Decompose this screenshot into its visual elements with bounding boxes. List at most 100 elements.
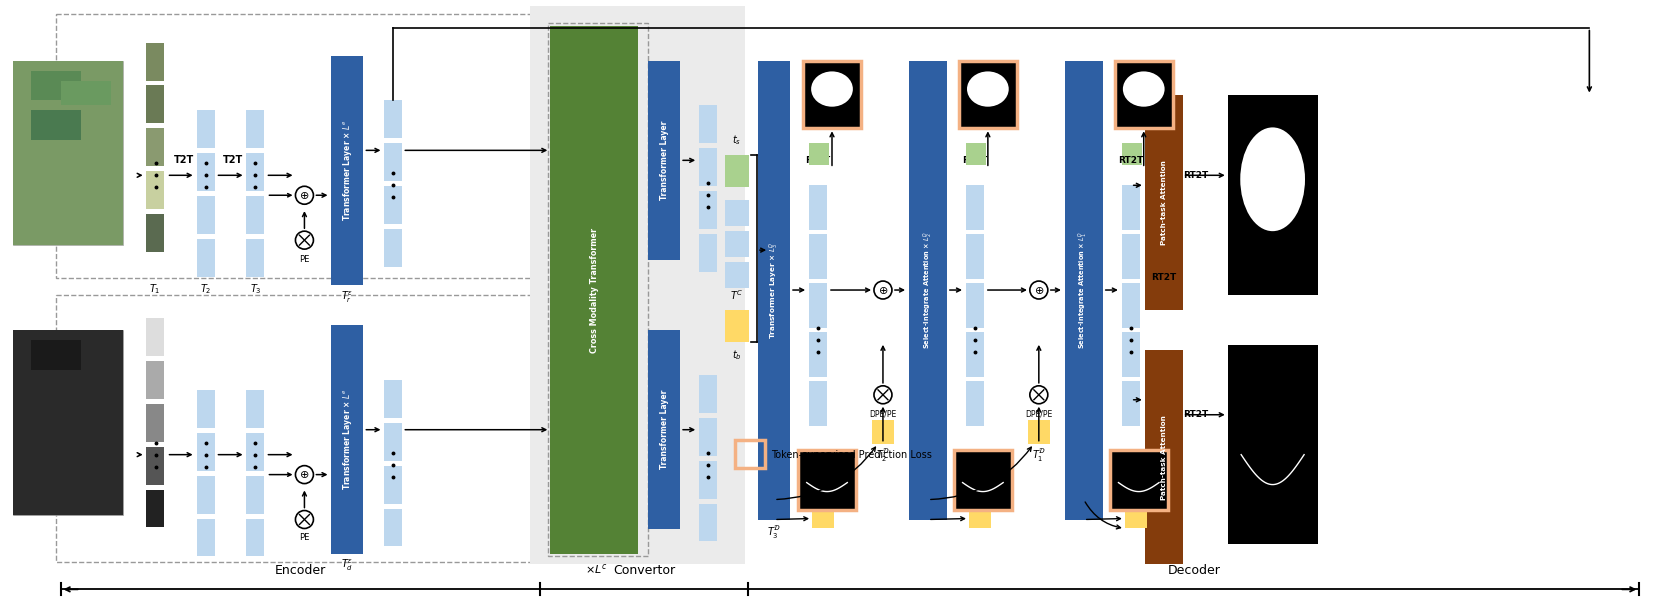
Bar [872,419,894,444]
Bar [1121,332,1139,377]
Text: $t_s$: $t_s$ [733,134,742,148]
Text: DPE/PE: DPE/PE [1025,410,1053,419]
Bar [30,340,81,370]
Text: Patch-task Attention: Patch-task Attention [1161,160,1166,245]
Bar [146,404,163,442]
Bar [726,200,749,226]
Bar [146,447,163,484]
Bar [146,214,163,252]
Bar [648,330,679,529]
Bar [384,466,402,504]
Text: $T_d^{\varepsilon}$: $T_d^{\varepsilon}$ [341,557,354,573]
Bar [196,110,214,148]
Bar [246,518,264,557]
Bar [699,106,718,143]
Bar [1121,283,1139,328]
Bar [809,381,827,426]
Bar [699,234,718,272]
Bar [384,509,402,546]
Bar [332,325,364,554]
Text: Select-Integrate Attention × $L_2^{D}$: Select-Integrate Attention × $L_2^{D}$ [922,231,935,349]
Text: $T^C$: $T^C$ [731,288,744,302]
Bar [1121,234,1139,279]
Bar [13,330,123,515]
Bar [757,61,791,520]
Text: Encoder: Encoder [274,565,326,577]
Bar [1110,450,1168,509]
Text: $\oplus$: $\oplus$ [299,190,309,201]
Bar [384,143,402,181]
Bar [809,283,827,328]
Bar [699,504,718,541]
Bar [809,185,827,230]
Text: $\oplus$: $\oplus$ [299,469,309,480]
Bar [1144,350,1183,565]
Bar [968,504,992,529]
Bar [812,504,834,529]
Text: Transformer Layer × $L^e$: Transformer Layer × $L^e$ [341,389,354,490]
Bar [146,490,163,527]
Bar [953,450,1012,509]
Ellipse shape [1123,72,1164,107]
Bar [699,148,718,186]
Text: T2T: T2T [223,155,244,165]
Bar [13,330,123,515]
Bar [909,61,947,520]
Bar [246,196,264,234]
Bar [196,518,214,557]
Bar [384,422,402,461]
Bar [967,185,983,230]
Bar [967,381,983,426]
Ellipse shape [967,72,1008,107]
Bar [196,390,214,428]
Bar [726,155,749,188]
Text: Cross Modality Transformer: Cross Modality Transformer [590,228,598,353]
Bar [967,283,983,328]
Bar [246,110,264,148]
Bar [61,81,111,106]
Bar [384,229,402,267]
Text: $T_3^{\mathcal{D}}$: $T_3^{\mathcal{D}}$ [767,524,781,541]
Text: RT2T: RT2T [1151,273,1176,282]
Bar [797,450,855,509]
Bar [146,361,163,399]
Bar [1065,61,1103,520]
Text: RT2T: RT2T [1118,157,1143,165]
Bar [1115,61,1173,129]
Bar [246,433,264,470]
Bar [967,332,983,377]
Bar [802,61,860,129]
Bar [146,171,163,209]
Text: RT2T: RT2T [1183,171,1208,180]
Bar [726,262,749,288]
Bar [384,380,402,418]
Bar [1121,185,1139,230]
Bar [30,70,81,101]
Bar [699,191,718,229]
Bar [1121,381,1139,426]
Bar [736,439,766,467]
Ellipse shape [811,72,852,107]
Text: Transformer Layer × $L^e$: Transformer Layer × $L^e$ [341,120,354,221]
Bar [1227,345,1317,544]
Text: $\times L^c$: $\times L^c$ [585,563,608,577]
Bar [146,318,163,356]
Text: RT2T: RT2T [962,157,988,165]
Text: PE: PE [299,534,309,543]
Text: $T_2^{\mathcal{D}}$: $T_2^{\mathcal{D}}$ [875,448,890,464]
Bar [384,186,402,224]
Bar [332,56,364,285]
Bar [146,86,163,123]
Text: $T_1^{\mathcal{D}}$: $T_1^{\mathcal{D}}$ [1031,448,1046,464]
Bar [146,42,163,81]
Bar [550,25,638,554]
Bar [30,110,81,140]
Bar [809,234,827,279]
Text: Patch-task Attention: Patch-task Attention [1161,415,1166,500]
Bar [1124,504,1146,529]
Bar [967,143,987,165]
Bar [13,61,123,245]
Text: T2T: T2T [173,155,194,165]
Text: $T_r^{\varepsilon}$: $T_r^{\varepsilon}$ [342,290,354,305]
Bar [809,143,829,165]
